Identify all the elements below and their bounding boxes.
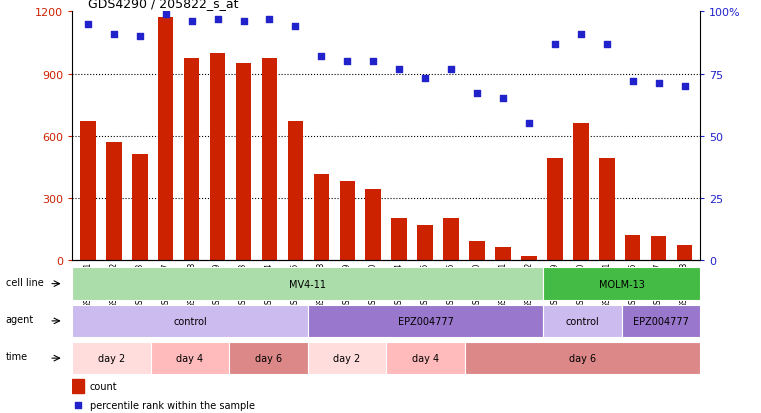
Text: count: count <box>90 381 117 391</box>
Point <box>212 17 224 23</box>
Point <box>393 66 406 73</box>
Text: EPZ004777: EPZ004777 <box>397 316 454 326</box>
Point <box>497 96 509 102</box>
Bar <box>365 190 381 260</box>
Bar <box>521 256 537 260</box>
Text: GDS4290 / 205822_s_at: GDS4290 / 205822_s_at <box>88 0 238 10</box>
Bar <box>599 159 614 260</box>
Bar <box>573 124 588 260</box>
Point <box>419 76 431 83</box>
Bar <box>543 305 622 337</box>
Text: day 6: day 6 <box>255 353 282 363</box>
Bar <box>625 235 641 260</box>
Bar <box>229 342 307 375</box>
Bar <box>307 305 543 337</box>
Point <box>289 24 301 31</box>
Bar <box>470 242 485 260</box>
Text: cell line: cell line <box>6 277 43 287</box>
Text: day 4: day 4 <box>412 353 439 363</box>
Bar <box>391 219 407 260</box>
Bar <box>72 342 151 375</box>
Bar <box>106 142 122 260</box>
Bar <box>307 342 386 375</box>
Point <box>575 31 587 38</box>
Bar <box>417 225 433 260</box>
Text: percentile rank within the sample: percentile rank within the sample <box>90 400 255 410</box>
Bar <box>72 305 307 337</box>
Text: MV4-11: MV4-11 <box>289 279 326 289</box>
Bar <box>495 248 511 260</box>
Bar <box>210 54 225 260</box>
Point <box>72 401 84 408</box>
Bar <box>72 380 84 392</box>
Text: time: time <box>6 351 28 361</box>
Point <box>523 121 535 127</box>
Point <box>445 66 457 73</box>
Text: control: control <box>174 316 207 326</box>
Bar <box>543 268 700 300</box>
Bar <box>622 305 700 337</box>
Point <box>108 31 120 38</box>
Bar <box>151 342 229 375</box>
Bar <box>288 122 303 260</box>
Text: day 2: day 2 <box>333 353 361 363</box>
Point <box>549 41 561 48</box>
Bar <box>443 219 459 260</box>
Text: EPZ004777: EPZ004777 <box>633 316 689 326</box>
Point <box>160 12 172 18</box>
Bar <box>314 174 329 260</box>
Bar <box>236 64 251 260</box>
Point <box>315 54 327 60</box>
Point <box>237 19 250 26</box>
Bar <box>184 59 199 260</box>
Point <box>134 34 146 40</box>
Bar <box>547 159 562 260</box>
Point <box>367 59 379 65</box>
Bar <box>262 59 277 260</box>
Bar <box>80 122 96 260</box>
Bar <box>132 155 148 260</box>
Text: MOLM-13: MOLM-13 <box>599 279 645 289</box>
Bar <box>72 268 543 300</box>
Bar <box>339 182 355 260</box>
Bar <box>651 236 667 260</box>
Point <box>626 78 638 85</box>
Text: day 6: day 6 <box>568 353 596 363</box>
Point <box>652 81 664 88</box>
Text: day 4: day 4 <box>177 353 204 363</box>
Point <box>81 21 94 28</box>
Point <box>679 83 691 90</box>
Text: day 2: day 2 <box>98 353 125 363</box>
Text: agent: agent <box>6 314 34 324</box>
Bar <box>158 17 174 260</box>
Point <box>341 59 353 65</box>
Point <box>471 91 483 97</box>
Point <box>600 41 613 48</box>
Bar <box>465 342 700 375</box>
Point <box>263 17 275 23</box>
Point <box>186 19 198 26</box>
Bar <box>677 246 693 260</box>
Bar <box>387 342 465 375</box>
Text: control: control <box>565 316 599 326</box>
